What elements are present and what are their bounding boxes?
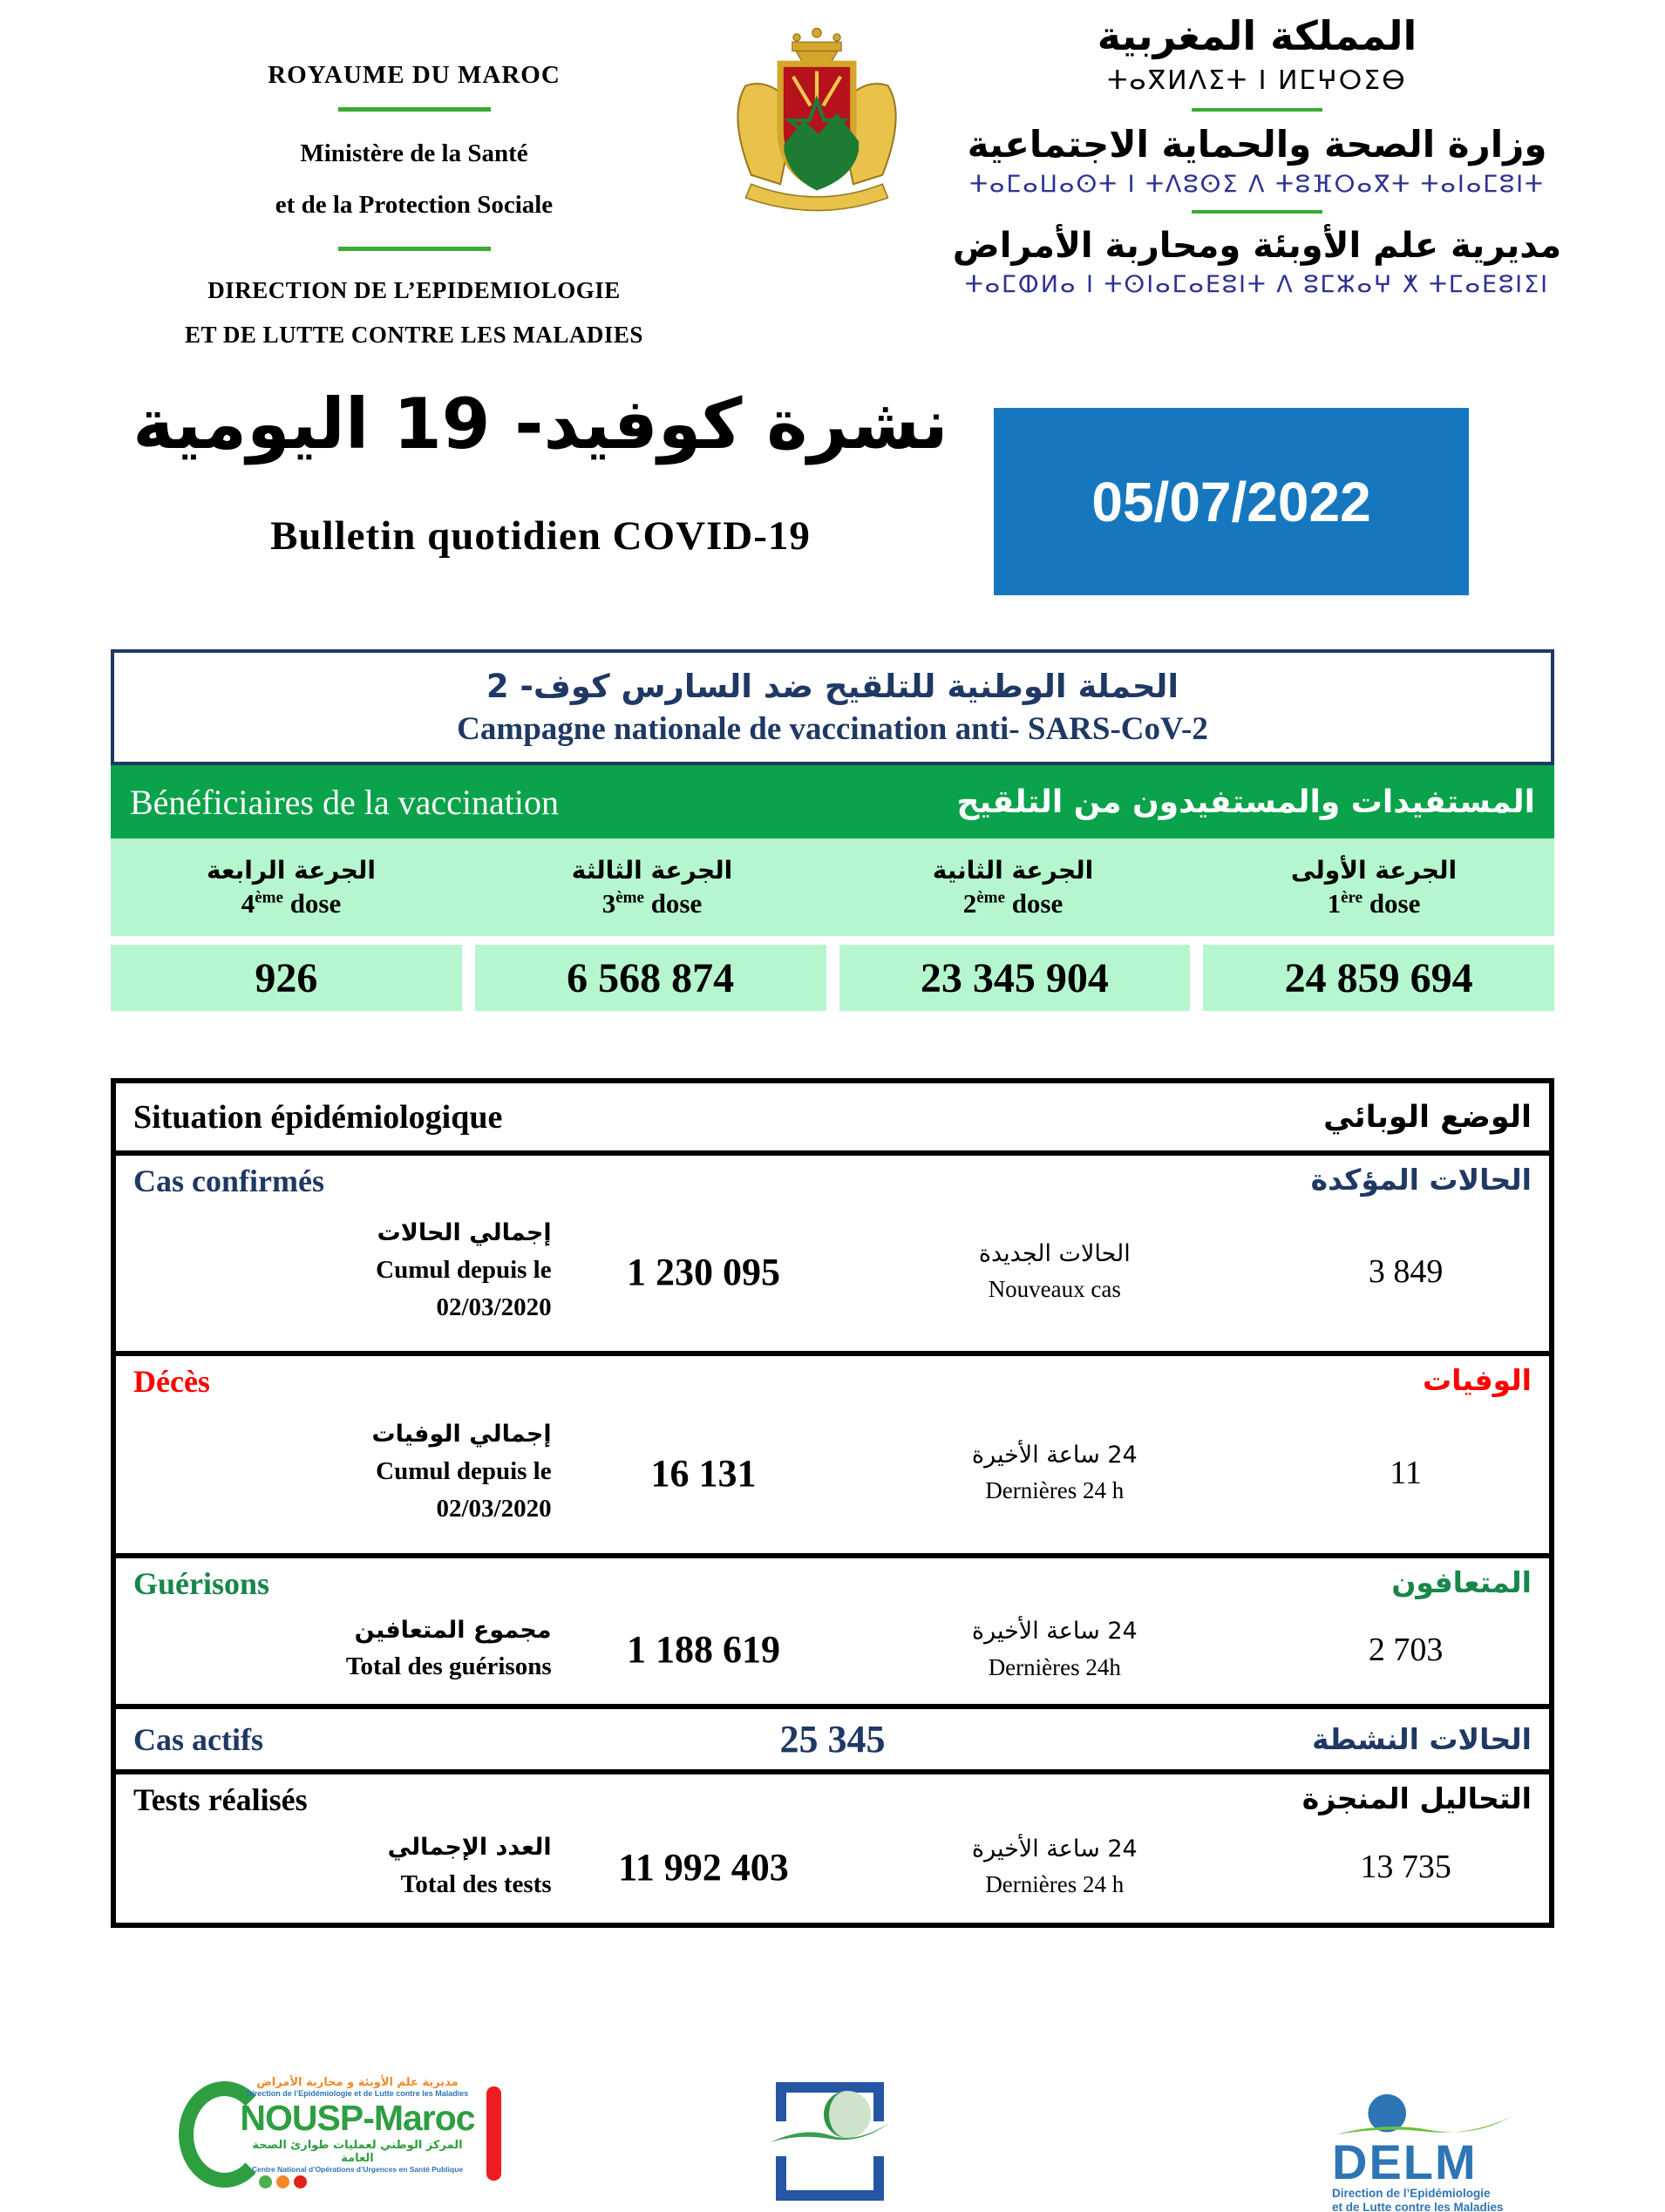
deaths-recent-label: 24 ساعة الأخيرة Dernières 24 h <box>971 1441 1138 1504</box>
deaths-recent-value: 11 <box>1390 1455 1422 1491</box>
bulletin-title-ar: نشرة كوفيد- 19 اليومية <box>133 383 948 465</box>
country-name: ROYAUME DU MAROC <box>268 61 561 89</box>
beneficiaries-label-fr: Bénéficiaires de la vaccination <box>130 782 559 822</box>
divider <box>337 107 491 112</box>
coat-of-arms-icon <box>717 23 917 216</box>
dose3-value: 6 568 874 <box>474 945 826 1011</box>
recoveries-total-label: مجموع المتعافين Total des guérisons <box>345 1616 552 1681</box>
dose2-header: الجرعة الثانية 2ème dose <box>832 838 1193 936</box>
nousp-top-ar: مديرية علم الأوبئة و محاربة الأمراض <box>256 2076 459 2089</box>
dose1-header: الجرعة الأولى 1ère dose <box>1193 838 1554 936</box>
delm-sub-line1: Direction de l’Epidémiologie <box>1332 2186 1491 2200</box>
epidemiological-table: Situation épidémiologique الوضع الوبائي … <box>111 1078 1554 1928</box>
tests-recent-label: 24 ساعة الأخيرة Dernières 24 h <box>971 1835 1138 1898</box>
bulletin-date: 05/07/2022 <box>1091 470 1371 533</box>
tests-title-fr: Tests réalisés <box>133 1782 308 1817</box>
tests-section: Tests réalisés التحاليل المنجزة العدد ال… <box>116 1774 1549 1923</box>
confirmed-title-fr: Cas confirmés <box>133 1164 324 1198</box>
delm-name: DELM <box>1332 2134 1478 2189</box>
dose2-label-ar: الجرعة الثانية <box>932 855 1094 885</box>
vaccination-title-box: الحملة الوطنية للتلقيح ضد السارس كوف- 2 … <box>111 649 1554 765</box>
dose1-label-ar: الجرعة الأولى <box>1290 855 1458 885</box>
dose4-value: 926 <box>111 945 462 1011</box>
recoveries-total-value: 1 188 619 <box>627 1628 781 1671</box>
situation-title-fr: Situation épidémiologique <box>133 1098 503 1136</box>
dose3-label-ar: الجرعة الثالثة <box>571 855 733 885</box>
dose-values-row: 926 6 568 874 23 345 904 24 859 694 <box>111 945 1554 1011</box>
direction-name-tifinagh: ⵜⴰⵎⵀⵍⴰ ⵏ ⵜⵙⵏⴰⵎⴰⴹⵓⵏⵜ ⴷ ⵓⵎⵣⴰⵖ ⵅ ⵜⵎⴰⴹⵓⵏⵉⵏ <box>964 271 1550 299</box>
header-right: المملكة المغربية ⵜⴰⴳⵍⴷⵉⵜ ⵏ ⵍⵎⵖⵔⵉⴱ وزارة … <box>941 12 1573 298</box>
tests-total-value: 11 992 403 <box>618 1845 789 1889</box>
confirmed-cumulative-value: 1 230 095 <box>627 1250 781 1293</box>
tests-total-label: العدد الإجمالي Total des tests <box>387 1834 552 1898</box>
direction-name-fr-line1: DIRECTION DE L’EPIDEMIOLOGIE <box>207 277 621 304</box>
dose4-label-ar: الجرعة الرابعة <box>207 855 376 885</box>
situation-header: Situation épidémiologique الوضع الوبائي <box>116 1083 1549 1156</box>
nousp-bottom-ar: المركز الوطني لعمليات طوارئ الصحة العامة <box>252 2139 463 2166</box>
header-left: ROYAUME DU MAROC Ministère de la Santé e… <box>113 35 715 358</box>
confirmed-title-ar: الحالات المؤكدة <box>1310 1163 1532 1197</box>
health-ministry-logo-icon <box>769 2076 891 2207</box>
nousp-dots-icon <box>259 2175 307 2188</box>
confirmed-new-label: الحالات الجديدة Nouveaux cas <box>978 1239 1131 1303</box>
tests-recent-value: 13 735 <box>1360 1849 1451 1885</box>
bulletin-date-badge: 05/07/2022 <box>994 408 1469 595</box>
active-title-fr: Cas actifs <box>133 1721 263 1757</box>
dose4-header: الجرعة الرابعة 4ème dose <box>111 838 472 936</box>
confirmed-section: Cas confirmés الحالات المؤكدة إجمالي الح… <box>116 1156 1549 1356</box>
nousp-logo: مديرية علم الأوبئة و محاربة الأمراض Dire… <box>179 2076 501 2202</box>
deaths-title-fr: Décès <box>133 1364 210 1399</box>
dose1-value: 24 859 694 <box>1203 945 1554 1011</box>
vaccination-banner: Bénéficiaires de la vaccination المستفيد… <box>111 765 1554 838</box>
beneficiaries-label-ar: المستفيدات والمستفيدون من التلقيح <box>956 784 1535 820</box>
direction-name-fr-line2: ET DE LUTTE CONTRE LES MALADIES <box>185 322 643 349</box>
recoveries-recent-value: 2 703 <box>1368 1631 1444 1668</box>
delm-icon <box>1335 2093 1512 2135</box>
divider <box>337 247 491 252</box>
dose4-label-fr: 4ème dose <box>241 887 342 919</box>
situation-title-ar: الوضع الوبائي <box>1323 1099 1532 1135</box>
dose3-label-fr: 3ème dose <box>601 887 703 919</box>
confirmed-cumulative-label: إجمالي الحالات Cumul depuis le 02/03/202… <box>376 1219 552 1322</box>
active-cases-section: Cas actifs 25 345 الحالات النشطة <box>116 1709 1549 1774</box>
recoveries-section: Guérisons المتعافون مجموع المتعافين Tota… <box>116 1558 1549 1709</box>
divider <box>1192 210 1322 214</box>
deaths-title-ar: الوفيات <box>1422 1363 1532 1397</box>
bulletin-title-fr: Bulletin quotidien COVID-19 <box>270 513 811 559</box>
vaccination-section: الحملة الوطنية للتلقيح ضد السارس كوف- 2 … <box>111 649 1554 1011</box>
deaths-cumulative-label: إجمالي الوفيات Cumul depuis le 02/03/202… <box>371 1421 552 1523</box>
delm-logo: DELM Direction de l’Epidémiologie et de … <box>1332 2092 1515 2212</box>
dose2-value: 23 345 904 <box>839 945 1191 1011</box>
vaccination-title-ar: الحملة الوطنية للتلقيح ضد السارس كوف- 2 <box>486 667 1179 705</box>
ministry-name-fr-line2: et de la Protection Sociale <box>275 190 554 219</box>
dose1-label-fr: 1ère dose <box>1327 887 1421 919</box>
nousp-red-bar-icon <box>486 2086 501 2181</box>
recoveries-recent-label: 24 ساعة الأخيرة Dernières 24h <box>971 1618 1138 1680</box>
active-title-ar: الحالات النشطة <box>1311 1722 1532 1756</box>
active-value: 25 345 <box>779 1718 886 1761</box>
nousp-bottom-fr: Centre National d’Opérations d’Urgences … <box>251 2165 464 2175</box>
divider <box>1192 108 1322 112</box>
tests-title-ar: التحاليل المنجزة <box>1301 1781 1532 1815</box>
delm-sub-line2: et de Lutte contre les Maladies <box>1332 2201 1504 2212</box>
recoveries-title-ar: المتعافون <box>1391 1565 1532 1599</box>
dose2-label-fr: 2ème dose <box>962 887 1064 919</box>
nousp-top-fr: Direction de l’Epidémiologie et de Lutte… <box>246 2089 469 2098</box>
kingdom-name-tifinagh: ⵜⴰⴳⵍⴷⵉⵜ ⵏ ⵍⵎⵖⵔⵉⴱ <box>1107 65 1407 97</box>
direction-name-ar: مديرية علم الأوبئة ومحاربة الأمراض <box>952 226 1562 267</box>
nousp-name: NOUSP-Maroc <box>240 2098 475 2138</box>
ministry-name-fr-line1: Ministère de la Santé <box>300 139 528 167</box>
recoveries-title-fr: Guérisons <box>133 1566 270 1601</box>
confirmed-new-value: 3 849 <box>1368 1253 1444 1290</box>
kingdom-name-ar: المملكة المغربية <box>1097 12 1417 59</box>
dose-header-row: الجرعة الرابعة 4ème dose الجرعة الثالثة … <box>111 838 1554 936</box>
vaccination-title-fr: Campagne nationale de vaccination anti- … <box>457 710 1208 747</box>
deaths-section: Décès الوفيات إجمالي الوفيات Cumul depui… <box>116 1356 1549 1558</box>
dose3-header: الجرعة الثالثة 3ème dose <box>472 838 832 936</box>
ministry-name-ar: وزارة الصحة والحماية الاجتماعية <box>967 123 1547 166</box>
ministry-name-tifinagh: ⵜⴰⵎⴰⵡⴰⵙⵜ ⵏ ⵜⴷⵓⵙⵉ ⴷ ⵜⵓⴼⵔⴰⴳⵜ ⵜⴰⵏⴰⵎⵓⵏⵜ <box>969 171 1545 199</box>
deaths-cumulative-value: 16 131 <box>650 1451 757 1495</box>
